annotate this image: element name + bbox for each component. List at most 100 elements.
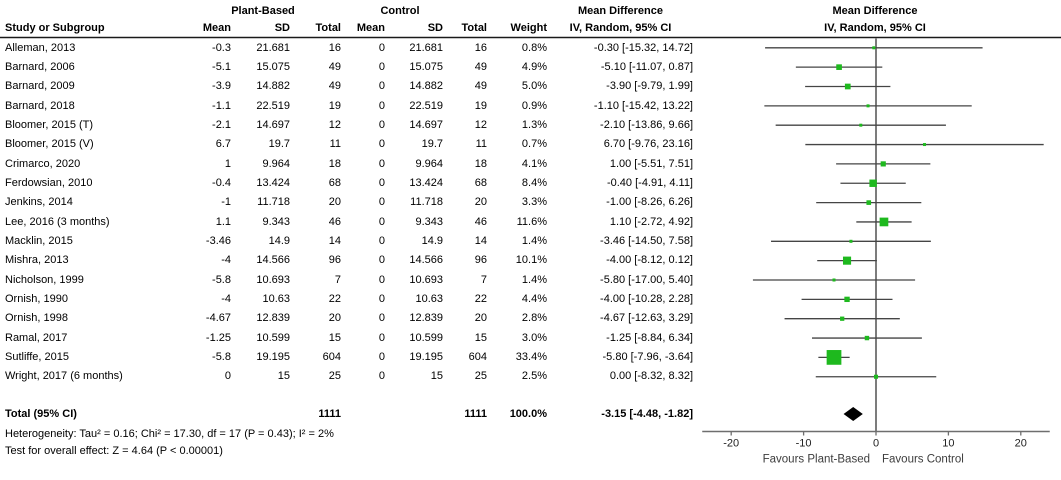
control-sd: 14.9: [421, 235, 443, 247]
table-row: Wright, 2017 (6 months) 0 15 25 0 15 25 2.5% 0.0…: [0, 367, 1061, 386]
favours-right-label: Favours Control: [882, 454, 964, 466]
table-row: Bloomer, 2015 (T) -2.1 14.697 12 0 14.697 12 1.…: [0, 116, 1061, 135]
pb-sd: 9.343: [262, 215, 290, 228]
pb-sd: 15: [277, 370, 290, 383]
pb-mean: -4: [221, 293, 231, 306]
total-label: Total (95% CI): [5, 407, 77, 420]
weight: 11.6%: [516, 215, 547, 228]
group-header-plant-based: Plant-Based: [231, 5, 295, 17]
study-label: Alleman, 2013: [5, 41, 76, 54]
table-row: Ramal, 2017 -1.25 10.599 15 0 10.599 15 3.0% -1.…: [0, 329, 1061, 348]
weight: 2.8%: [521, 312, 547, 325]
pb-mean: -0.4: [212, 176, 231, 189]
md-ci-text: -3.46 [-14.50, 7.58]: [600, 235, 693, 247]
pb-sd: 11.718: [257, 196, 290, 209]
pb-total: 49: [328, 80, 341, 93]
study-label: Jenkins, 2014: [5, 196, 73, 209]
md-plot-column-title: Mean Difference: [832, 5, 918, 17]
weight: 4.9%: [521, 60, 547, 73]
pb-sd: 19.195: [256, 351, 290, 364]
weight: 0.7%: [521, 138, 547, 151]
effect-marker: [872, 46, 876, 50]
control-sd: 19.195: [409, 351, 443, 364]
control-mean: 0: [378, 273, 385, 286]
total-md-ci-text: -3.15 [-4.48, -1.82]: [601, 407, 693, 420]
study-label: Ramal, 2017: [5, 331, 68, 344]
table-row: Ornish, 1990 -4 10.63 22 0 10.63 22 4.4% -4.00 […: [0, 290, 1061, 309]
weight: 4.1%: [521, 157, 547, 170]
md-ci-text: -4.00 [-8.12, 0.12]: [606, 254, 693, 267]
table-row: Jenkins, 2014 -1 11.718 20 0 11.718 20 3.3% -1.0…: [0, 193, 1061, 212]
control-total: 11: [475, 138, 487, 151]
heterogeneity-stats: Heterogeneity: Tau² = 0.16; Chi² = 17.30…: [5, 428, 334, 440]
pb-total: 12: [328, 118, 341, 131]
pb-sd: 10.599: [256, 331, 290, 344]
md-ci-text: -2.10 [-13.86, 9.66]: [600, 118, 693, 131]
col-header-pb-mean: Mean: [202, 22, 231, 34]
pb-sd: 10.693: [256, 273, 290, 286]
weight: 4.4%: [521, 293, 547, 306]
study-label: Sutliffe, 2015: [5, 351, 70, 364]
weight: 1.3%: [521, 118, 547, 131]
pb-mean: 0: [224, 370, 231, 383]
md-ci-text: -5.80 [-17.00, 5.40]: [600, 273, 693, 286]
axis-tick-label: 0: [873, 438, 879, 450]
control-mean: 0: [378, 118, 385, 131]
control-sd: 14.882: [409, 80, 443, 93]
group-header-control: Control: [380, 5, 420, 17]
effect-marker: [873, 374, 879, 379]
pb-mean: -2.1: [212, 118, 231, 131]
study-label: Lee, 2016 (3 months): [5, 215, 110, 228]
md-ci-text: -4.67 [-12.63, 3.29]: [600, 312, 693, 325]
weight: 33.4%: [515, 351, 547, 364]
pb-total: 68: [328, 176, 341, 189]
study-column-header: Study or Subgroup: [5, 22, 105, 34]
table-row: Lee, 2016 (3 months) 1.1 9.343 46 0 9.343 46 11…: [0, 213, 1061, 232]
md-ci-text: -5.80 [-7.96, -3.64]: [602, 351, 694, 364]
total-control-n: 1111: [464, 407, 487, 420]
effect-marker: [832, 278, 836, 282]
study-label: Wright, 2017 (6 months): [5, 370, 123, 383]
table-row: Nicholson, 1999 -5.8 10.693 7 0 10.693 7 1.4% -5…: [0, 271, 1061, 290]
pb-mean: -0.3: [212, 41, 231, 54]
table-row: Alleman, 2013 -0.3 21.681 16 0 21.681 16 0.8% -0…: [0, 39, 1061, 58]
pb-sd: 22.519: [256, 99, 290, 112]
weight: 10.1%: [515, 254, 547, 267]
md-ci-text: 0.00 [-8.32, 8.32]: [609, 370, 693, 383]
md-text-column-title: Mean Difference: [578, 5, 663, 17]
pb-mean: -1.1: [212, 99, 231, 112]
control-mean: 0: [378, 41, 385, 54]
control-total: 19: [474, 99, 487, 112]
study-label: Barnard, 2018: [5, 99, 75, 112]
md-ci-text: -0.30 [-15.32, 14.72]: [593, 41, 693, 54]
pb-sd: 13.424: [256, 176, 290, 189]
control-total: 7: [480, 273, 487, 286]
control-sd: 11.718: [410, 196, 443, 209]
control-mean: 0: [378, 157, 385, 170]
study-label: Ornish, 1990: [5, 293, 68, 306]
control-total: 14: [474, 235, 487, 247]
control-total: 20: [474, 196, 487, 209]
control-sd: 9.964: [415, 157, 443, 170]
control-total: 68: [474, 176, 487, 189]
study-label: Macklin, 2015: [5, 235, 73, 247]
pb-sd: 12.839: [256, 312, 290, 325]
pb-mean: -1: [221, 196, 231, 209]
pb-mean: -4.67: [205, 312, 231, 325]
control-sd: 14.566: [409, 254, 443, 267]
pb-mean: 1.1: [215, 215, 231, 228]
control-total: 22: [474, 293, 487, 306]
overall-effect-test: Test for overall effect: Z = 4.64 (P < 0…: [5, 445, 223, 457]
pb-sd: 10.63: [262, 293, 290, 306]
pb-total: 19: [328, 99, 341, 112]
effect-marker: [842, 256, 852, 265]
pb-mean: -1.25: [205, 331, 231, 344]
study-label: Bloomer, 2015 (V): [5, 138, 94, 151]
pb-sd: 19.7: [268, 138, 290, 151]
total-row: Total (95% CI) 1111 1111 100.0% -3.15 [-4.48…: [0, 405, 1061, 424]
control-mean: 0: [378, 312, 385, 325]
axis-tick-label: 20: [1015, 438, 1027, 450]
control-total: 18: [474, 157, 487, 170]
effect-marker: [859, 123, 863, 127]
